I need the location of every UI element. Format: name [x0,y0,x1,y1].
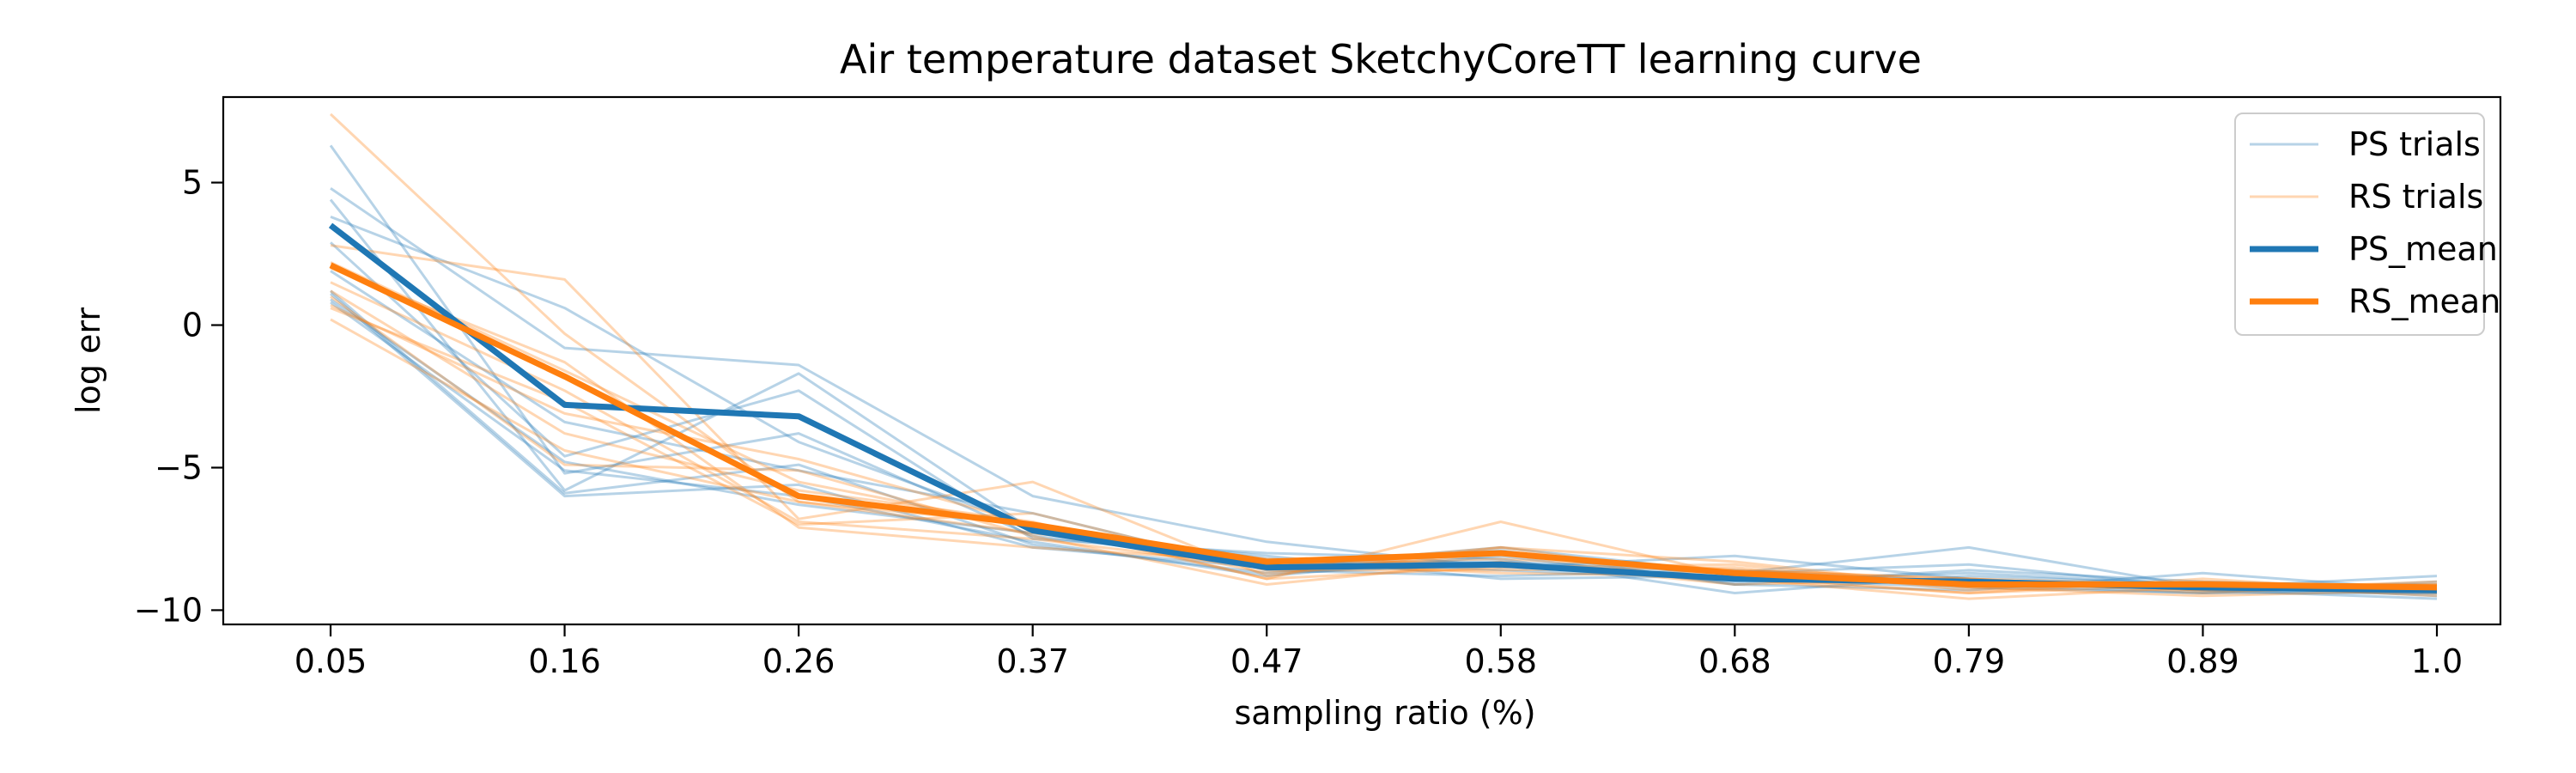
x-tick-label: 0.79 [1933,642,2006,680]
legend-box [2234,113,2485,336]
x-axis: 0.05 0.16 0.26 0.37 0.47 0.58 0.68 0.79 0.89 1.0 [295,624,2463,680]
y-tick-label: 0 [182,307,203,344]
ps-trial-line-1 [329,144,2438,589]
x-tick-label: 0.89 [2166,642,2239,680]
y-tick-label: −5 [155,448,203,486]
legend-label-ps-trials: PS trials [2348,125,2481,163]
x-tick-label: 0.16 [528,642,601,680]
x-tick-label: 1.0 [2411,642,2463,680]
plot-frame [222,95,2502,626]
y-axis: 5 0 −5 −10 [134,164,223,629]
rs-trial-line-5 [330,289,2438,598]
x-tick-label: 0.47 [1230,642,1303,680]
legend-label-rs-mean: RS_mean [2348,283,2500,320]
y-tick-label: −10 [134,591,203,629]
x-tick-label: 0.58 [1464,642,1537,680]
y-axis-label: log err [70,307,107,414]
x-tick-label: 0.05 [295,642,368,680]
x-tick-label: 0.37 [996,642,1069,680]
rs-mean-line [329,262,2438,591]
legend-label-ps-mean: PS_mean [2348,230,2498,268]
x-tick-label: 0.26 [762,642,835,680]
x-axis-label: sampling ratio (%) [1234,694,1535,732]
chart-title: Air temperature dataset SketchyCoreTT le… [840,36,1922,82]
rs-trial-line-6 [330,318,2437,600]
plot-lines [328,113,2438,600]
rs-trial-line-1 [329,113,2437,594]
x-tick-label: 0.68 [1698,642,1771,680]
legend: PS trials RS trials PS_mean RS_mean [2234,113,2500,336]
y-tick-label: 5 [182,164,203,202]
legend-label-rs-trials: RS trials [2348,178,2483,216]
